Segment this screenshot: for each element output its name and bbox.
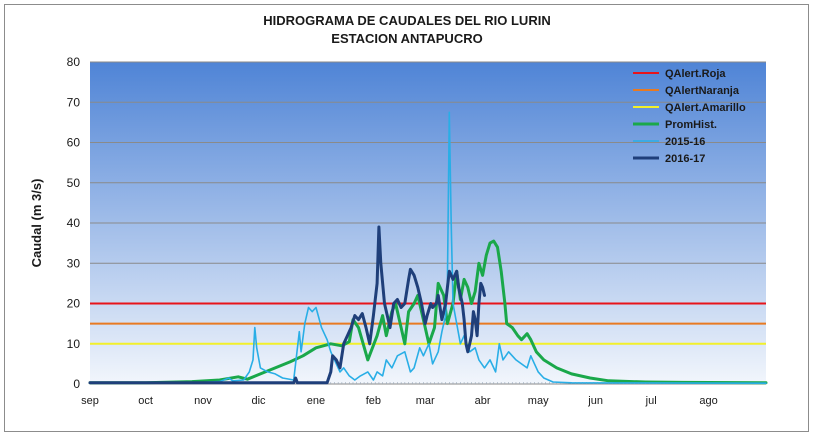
legend-label-5: 2016-17 <box>665 153 705 165</box>
x-tick-label-ago: ago <box>699 395 717 407</box>
hydrograph-chart: HIDROGRAMA DE CAUDALES DEL RIO LURIN EST… <box>29 13 768 407</box>
x-tick-label-mar: mar <box>416 395 435 407</box>
legend-label-1: QAlertNaranja <box>665 85 740 97</box>
y-axis-label: Caudal (m 3/s) <box>29 179 44 268</box>
y-tick-label: 60 <box>67 136 81 150</box>
x-tick-label-sep: sep <box>81 395 99 407</box>
x-tick-label-oct: oct <box>138 395 153 407</box>
series-line-0 <box>88 239 768 385</box>
y-tick-label: 30 <box>67 256 81 270</box>
legend-label-0: QAlert.Roja <box>665 68 726 80</box>
x-tick-labels: sep oct nov dic ene feb mar abr may jun jul ago <box>81 395 718 407</box>
legend-label-2: QAlert.Amarillo <box>665 102 746 114</box>
chart-frame: HIDROGRAMA DE CAUDALES DEL RIO LURIN EST… <box>4 4 809 432</box>
y-tick-labels: 0 10 20 30 40 50 60 70 80 <box>67 55 81 391</box>
chart-subtitle: ESTACION ANTAPUCRO <box>331 31 482 46</box>
series-line-1 <box>89 111 767 384</box>
series-line-2 <box>88 225 486 385</box>
x-tick-label-jun: jun <box>587 395 603 407</box>
y-tick-label: 50 <box>67 176 81 190</box>
x-tick-label-abr: abr <box>475 395 491 407</box>
y-tick-label: 0 <box>73 377 80 391</box>
legend-label-4: 2015-16 <box>665 136 705 148</box>
x-tick-label-ene: ene <box>307 395 325 407</box>
y-tick-label: 40 <box>67 216 81 230</box>
x-tick-label-feb: feb <box>366 395 381 407</box>
x-tick-label-jul: jul <box>645 395 657 407</box>
y-tick-label: 20 <box>67 297 81 311</box>
x-tick-label-may: may <box>528 395 549 407</box>
y-tick-label: 10 <box>67 337 81 351</box>
chart-title: HIDROGRAMA DE CAUDALES DEL RIO LURIN <box>263 13 550 28</box>
x-tick-label-nov: nov <box>194 395 212 407</box>
y-tick-label: 80 <box>67 55 81 69</box>
y-tick-label: 70 <box>67 95 81 109</box>
x-tick-label-dic: dic <box>252 395 267 407</box>
legend: QAlert.Roja QAlertNaranja QAlert.Amarillo P… <box>633 68 746 165</box>
legend-label-3: PromHist. <box>665 119 717 131</box>
series-lines <box>88 111 768 385</box>
